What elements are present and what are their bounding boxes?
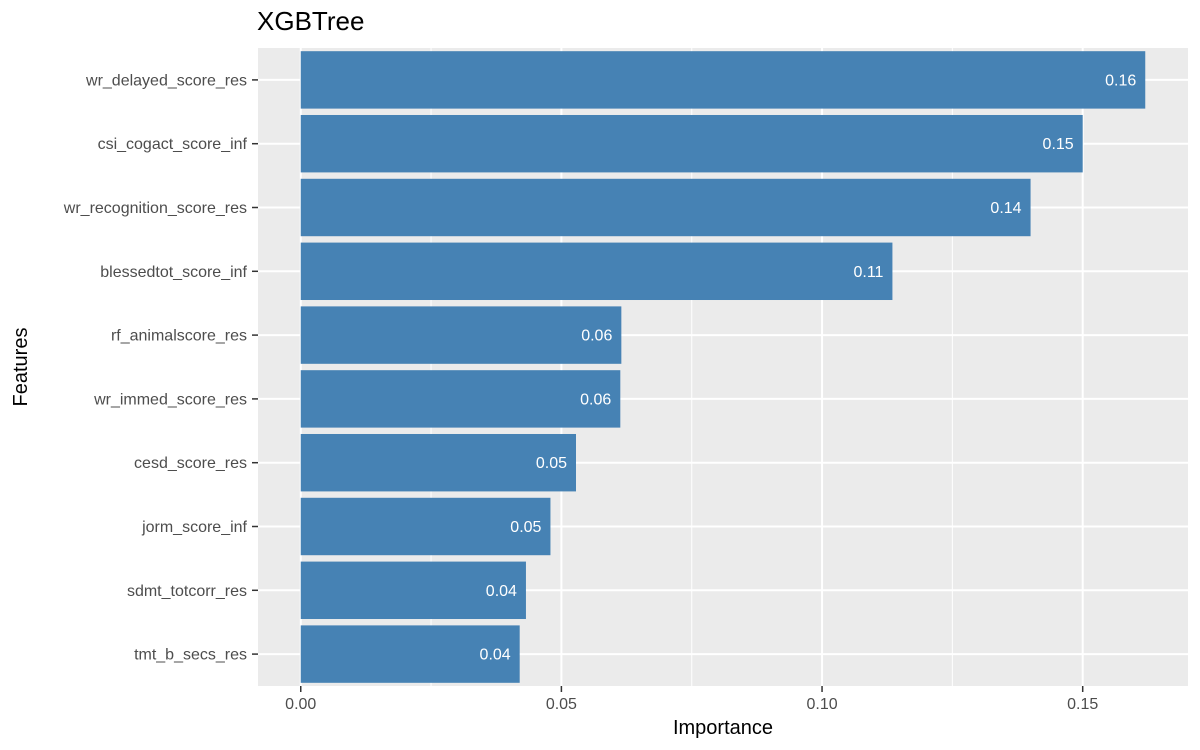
y-axis-title: Features xyxy=(10,328,32,407)
chart-title: XGBTree xyxy=(257,6,365,36)
y-axis-labels: wr_delayed_score_res csi_cogact_score_inf… xyxy=(63,72,258,664)
bar xyxy=(300,306,622,364)
bar xyxy=(300,242,893,301)
bar-layer: 0.16 0.15 0.14 0.11 0.06 0.06 0.05 0.05 0.04 0.04 xyxy=(300,51,1146,683)
category-label: rf_animalscore_res xyxy=(111,328,247,345)
data-label: 0.16 xyxy=(1105,72,1136,89)
x-tick-label: 0.00 xyxy=(285,696,316,713)
data-label: 0.14 xyxy=(990,200,1021,217)
x-axis-labels: 0.00 0.05 0.10 0.15 xyxy=(285,686,1098,713)
x-axis-title: Importance xyxy=(673,717,773,739)
bar xyxy=(300,51,1146,109)
category-label: wr_immed_score_res xyxy=(93,391,247,408)
category-label: wr_recognition_score_res xyxy=(63,200,247,217)
bar xyxy=(300,561,526,620)
category-label: sdmt_totcorr_res xyxy=(127,583,247,600)
category-label: tmt_b_secs_res xyxy=(134,647,247,664)
category-label: blessedtot_score_inf xyxy=(100,264,247,281)
bar xyxy=(300,370,621,428)
category-label: csi_cogact_score_inf xyxy=(98,136,248,153)
x-tick-label: 0.05 xyxy=(546,696,577,713)
bar xyxy=(300,114,1083,173)
data-label: 0.06 xyxy=(580,391,611,408)
data-label: 0.05 xyxy=(510,519,541,536)
bar xyxy=(300,433,576,492)
data-label: 0.05 xyxy=(536,455,567,472)
category-label: cesd_score_res xyxy=(134,455,247,472)
bar xyxy=(300,178,1031,237)
data-label: 0.06 xyxy=(581,328,612,345)
bar xyxy=(300,625,520,683)
data-label: 0.04 xyxy=(486,583,517,600)
x-tick-label: 0.10 xyxy=(806,696,837,713)
category-label: jorm_score_inf xyxy=(141,519,247,536)
data-label: 0.11 xyxy=(853,264,883,281)
category-label: wr_delayed_score_res xyxy=(85,72,247,89)
bar xyxy=(300,497,551,556)
data-label: 0.15 xyxy=(1043,136,1074,153)
x-tick-label: 0.15 xyxy=(1067,696,1098,713)
data-label: 0.04 xyxy=(480,647,511,664)
